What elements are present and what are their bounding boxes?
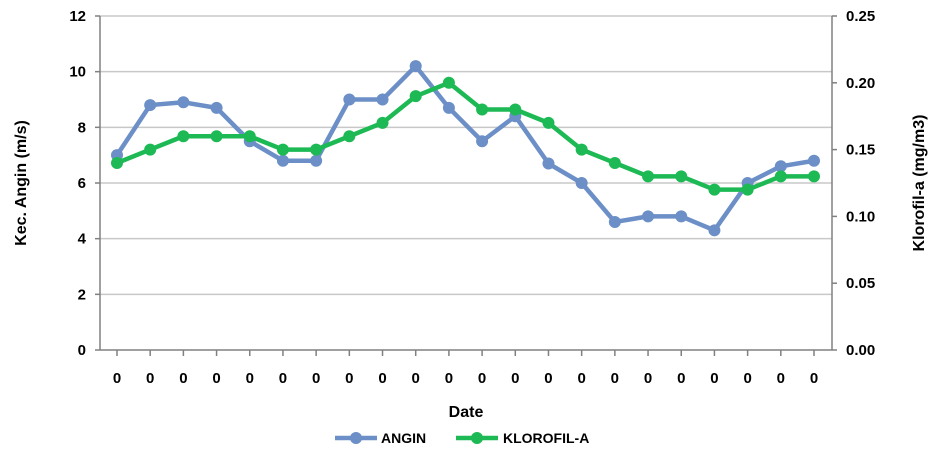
x-tick-label: 0 — [743, 370, 751, 387]
data-point — [310, 154, 323, 167]
legend-item-klorofil-a: KLOROFIL-A — [456, 430, 589, 446]
series-line — [114, 80, 817, 192]
x-tick-label: 0 — [412, 370, 420, 387]
x-tick-label: 0 — [611, 370, 619, 387]
data-point — [774, 170, 787, 183]
data-point — [177, 130, 190, 143]
series-angin — [111, 60, 820, 237]
x-axis-ticks: 0 0 0 0 0 0 0 0 0 0 0 0 0 0 0 0 0 0 0 0 0 0 — [113, 350, 818, 387]
right-axis-title: Klorofil-a (mg/m3) — [911, 115, 928, 252]
x-tick-label: 0 — [644, 370, 652, 387]
data-point — [409, 90, 422, 103]
data-point — [741, 183, 754, 196]
x-tick-label: 0 — [810, 370, 818, 387]
right-tick-label: 0.05 — [846, 275, 875, 292]
x-tick-label: 0 — [511, 370, 519, 387]
data-point — [177, 96, 190, 109]
data-point — [442, 76, 455, 89]
x-tick-label: 0 — [246, 370, 254, 387]
data-point — [276, 154, 289, 167]
right-tick-label: 0.10 — [846, 208, 875, 225]
data-point — [376, 93, 389, 106]
data-point — [442, 101, 455, 114]
data-point — [808, 170, 820, 183]
data-point — [144, 143, 157, 156]
x-tick-label: 0 — [312, 370, 320, 387]
data-point — [476, 135, 489, 148]
x-tick-label: 0 — [212, 370, 220, 387]
right-tick-label: 0.25 — [846, 8, 875, 25]
x-tick-label: 0 — [279, 370, 287, 387]
data-point — [343, 130, 356, 143]
x-tick-label: 0 — [577, 370, 585, 387]
data-point — [343, 93, 356, 106]
legend-swatch-marker — [350, 432, 362, 444]
legend: ANGIN KLOROFIL-A — [335, 430, 589, 446]
left-tick-label: 0 — [78, 342, 86, 359]
data-point — [608, 156, 621, 169]
gridlines — [100, 15, 832, 296]
x-tick-label: 0 — [146, 370, 154, 387]
data-point — [409, 60, 422, 73]
left-axis-title: Kec. Angin (m/s) — [13, 120, 30, 246]
right-axis-ticks: 0.00 0.05 0.10 0.15 0.20 0.25 — [832, 8, 875, 359]
x-tick-label: 0 — [777, 370, 785, 387]
x-tick-label: 0 — [478, 370, 486, 387]
data-point — [542, 116, 555, 129]
data-point — [276, 143, 289, 156]
data-point — [210, 101, 223, 114]
left-tick-label: 2 — [78, 286, 86, 303]
data-point — [808, 154, 820, 167]
x-tick-label: 0 — [677, 370, 685, 387]
series-klorofil-a — [111, 76, 820, 196]
data-point — [111, 156, 123, 169]
data-point — [575, 143, 588, 156]
legend-label: ANGIN — [381, 430, 426, 446]
legend-swatch-marker — [471, 432, 483, 444]
x-tick-label: 0 — [445, 370, 453, 387]
right-tick-label: 0.15 — [846, 142, 875, 159]
data-point — [675, 210, 688, 223]
left-tick-label: 8 — [78, 119, 86, 136]
series-line — [114, 63, 817, 233]
x-tick-label: 0 — [345, 370, 353, 387]
data-point — [708, 183, 721, 196]
data-point — [144, 99, 157, 112]
series-layer — [111, 60, 820, 237]
data-point — [642, 210, 655, 223]
left-tick-label: 10 — [69, 64, 86, 81]
data-point — [243, 130, 256, 143]
x-tick-label: 0 — [544, 370, 552, 387]
left-axis-ticks: 0 2 4 6 8 10 12 — [69, 8, 100, 359]
x-tick-label: 0 — [179, 370, 187, 387]
data-point — [509, 103, 522, 116]
data-point — [210, 130, 223, 143]
x-tick-label: 0 — [113, 370, 121, 387]
left-tick-label: 6 — [78, 175, 86, 192]
data-point — [675, 170, 688, 183]
data-point — [774, 160, 787, 173]
left-tick-label: 12 — [69, 8, 86, 25]
right-tick-label: 0.00 — [846, 342, 875, 359]
data-point — [608, 215, 621, 228]
data-point — [476, 103, 489, 116]
data-point — [575, 177, 588, 189]
legend-label: KLOROFIL-A — [503, 430, 589, 446]
right-tick-label: 0.20 — [846, 75, 875, 92]
data-point — [376, 116, 389, 129]
x-tick-label: 0 — [710, 370, 718, 387]
x-tick-label: 0 — [378, 370, 386, 387]
data-point — [708, 224, 721, 237]
data-point — [542, 157, 555, 170]
data-point — [310, 143, 323, 156]
x-axis-title: Date — [449, 404, 484, 421]
left-tick-label: 4 — [78, 231, 87, 248]
legend-item-angin: ANGIN — [335, 430, 426, 446]
data-point — [642, 170, 655, 183]
